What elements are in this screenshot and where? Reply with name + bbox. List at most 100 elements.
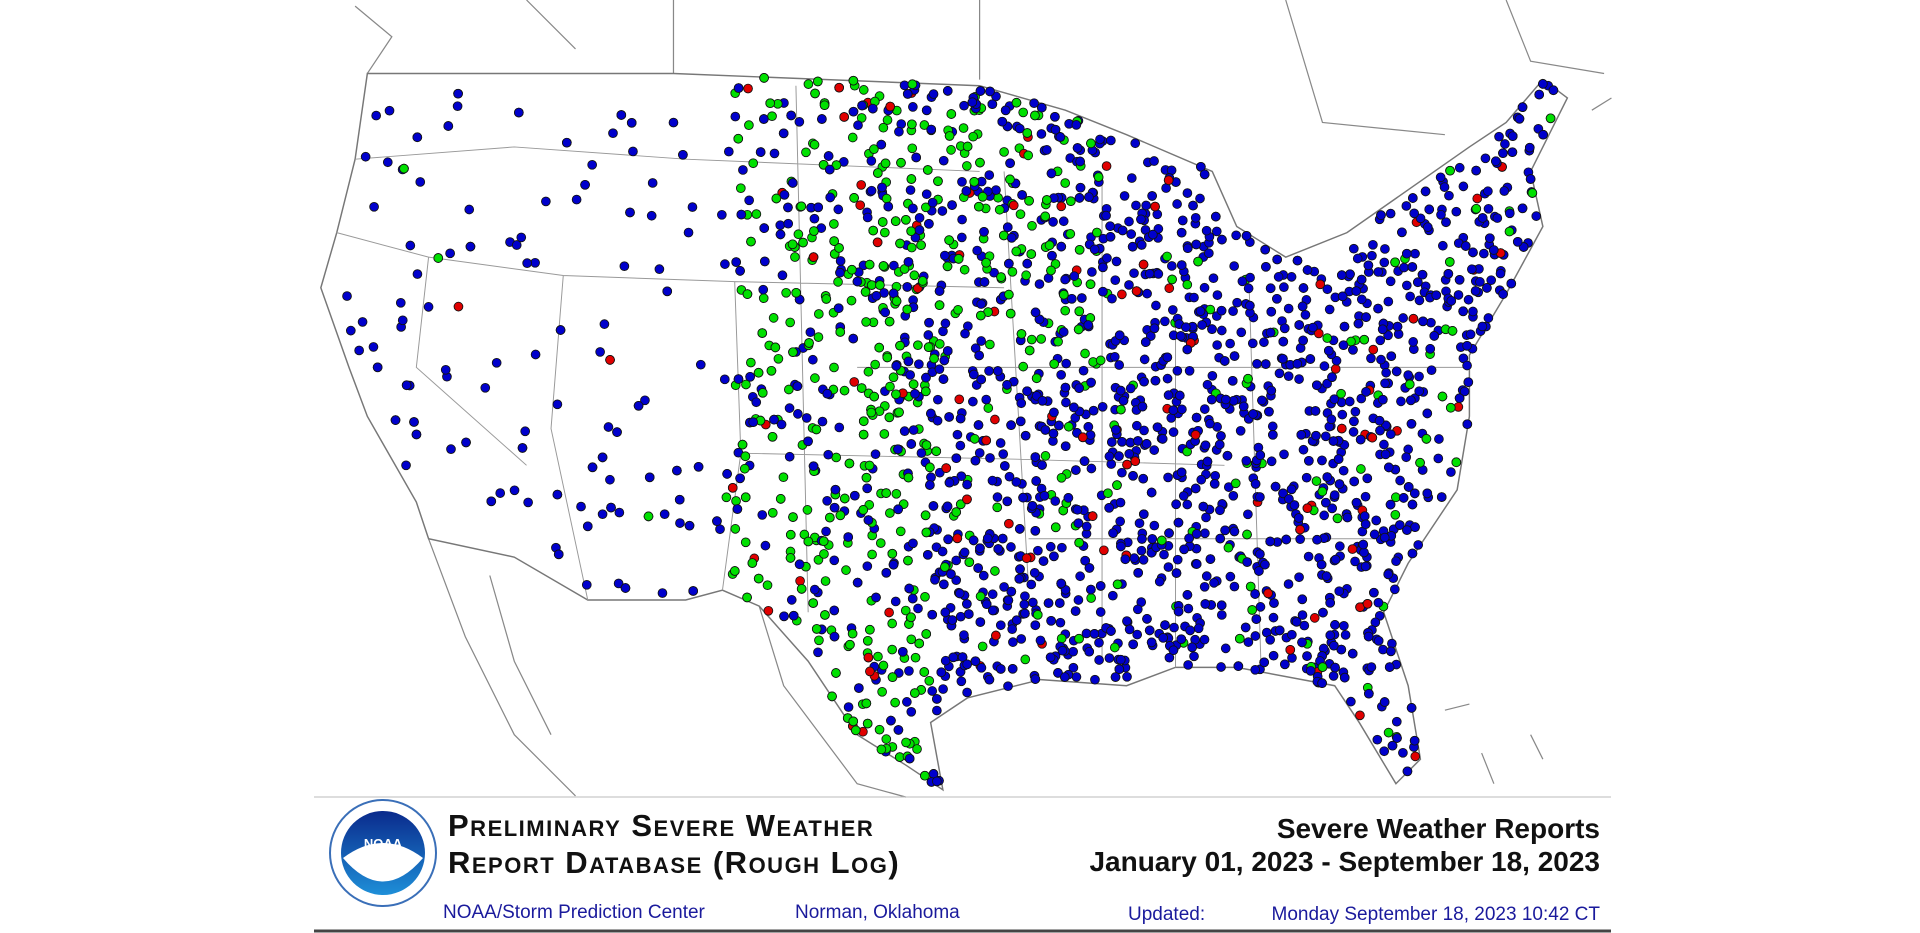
report-dot — [345, 325, 356, 336]
report-dot — [847, 264, 857, 275]
report-dot — [1101, 161, 1112, 171]
report-dot — [405, 240, 416, 251]
report-dot — [903, 257, 914, 267]
report-dot — [1319, 510, 1330, 521]
report-dot — [1112, 579, 1123, 590]
report-dot — [952, 533, 963, 544]
report-dot — [1152, 422, 1163, 433]
report-dot — [1311, 380, 1322, 391]
report-dot — [1323, 345, 1334, 356]
report-dot — [763, 605, 774, 616]
report-dot — [928, 501, 939, 511]
report-dot — [920, 591, 930, 602]
report-dot — [513, 107, 524, 118]
report-dot — [1117, 225, 1128, 236]
report-dot — [1265, 327, 1276, 338]
report-dot — [880, 158, 891, 169]
report-dot — [1401, 452, 1412, 463]
report-dot — [1162, 352, 1173, 363]
report-dot — [976, 374, 987, 385]
report-dot — [1109, 642, 1120, 653]
report-dot — [1074, 537, 1084, 548]
report-dot — [934, 286, 945, 296]
report-dot — [1229, 526, 1240, 537]
report-dot — [900, 605, 911, 616]
report-dot — [962, 494, 972, 505]
report-dot — [1139, 376, 1149, 387]
report-dot — [1381, 367, 1391, 378]
report-dot — [1026, 249, 1037, 259]
report-dot — [1283, 303, 1294, 314]
report-dot — [1158, 633, 1168, 643]
report-dot — [1327, 372, 1337, 382]
report-dot — [776, 419, 787, 430]
report-dot — [755, 147, 766, 157]
report-dot — [822, 495, 832, 506]
report-dot — [1054, 598, 1065, 608]
report-dot — [1383, 569, 1394, 580]
report-dot — [1250, 589, 1260, 599]
report-dot — [906, 439, 917, 449]
report-dot — [1006, 232, 1017, 243]
report-dot — [1023, 150, 1034, 161]
report-dot — [735, 183, 746, 194]
report-dot — [875, 538, 886, 548]
report-dot — [979, 226, 989, 237]
report-dot — [910, 388, 920, 399]
report-dot — [1339, 621, 1349, 631]
report-dot — [1336, 388, 1346, 399]
report-dot — [1209, 578, 1219, 588]
report-dot — [647, 178, 658, 188]
report-dot — [1270, 481, 1281, 492]
report-dot — [1182, 344, 1193, 355]
report-dot — [862, 483, 873, 494]
report-dot — [1144, 625, 1155, 636]
report-dot — [1114, 330, 1125, 341]
report-dot — [1212, 340, 1222, 350]
report-dot — [646, 210, 657, 221]
report-dot — [1391, 556, 1401, 567]
report-dot — [878, 122, 889, 133]
report-dot — [1098, 286, 1108, 297]
report-dot — [668, 117, 679, 128]
report-dot — [987, 589, 998, 600]
report-dot — [1136, 240, 1147, 250]
report-dot — [835, 510, 846, 521]
report-dot — [825, 512, 835, 523]
report-dot — [1292, 358, 1303, 369]
report-dot — [932, 694, 942, 704]
report-dot — [371, 110, 382, 121]
report-dot — [1468, 247, 1478, 258]
report-dot — [1483, 203, 1494, 214]
report-dot — [933, 176, 943, 187]
report-dot — [1035, 635, 1046, 646]
report-dot — [928, 89, 939, 99]
report-dot — [1228, 306, 1238, 316]
report-dot — [581, 579, 592, 590]
report-dot — [1124, 448, 1135, 459]
report-dot — [517, 443, 528, 453]
report-dot — [1512, 237, 1523, 247]
report-dot — [811, 624, 822, 634]
report-dot — [672, 465, 682, 476]
report-dot — [1147, 534, 1158, 544]
report-dot — [843, 532, 854, 542]
report-dot — [1377, 394, 1388, 405]
report-dot — [1534, 89, 1545, 100]
report-dot — [1182, 590, 1193, 600]
report-dot — [902, 304, 913, 315]
report-dot — [757, 510, 768, 520]
report-dot — [864, 460, 875, 471]
report-dot — [1142, 614, 1152, 624]
report-dot — [753, 573, 764, 584]
report-dot — [530, 349, 541, 360]
report-dot — [597, 509, 608, 520]
report-dot — [1302, 503, 1313, 514]
report-dot — [954, 394, 965, 405]
report-dot — [992, 492, 1003, 502]
report-dot — [788, 610, 799, 621]
report-dot — [1045, 652, 1056, 663]
report-dot — [781, 287, 791, 298]
report-dot — [908, 102, 918, 112]
report-dot — [520, 426, 531, 437]
